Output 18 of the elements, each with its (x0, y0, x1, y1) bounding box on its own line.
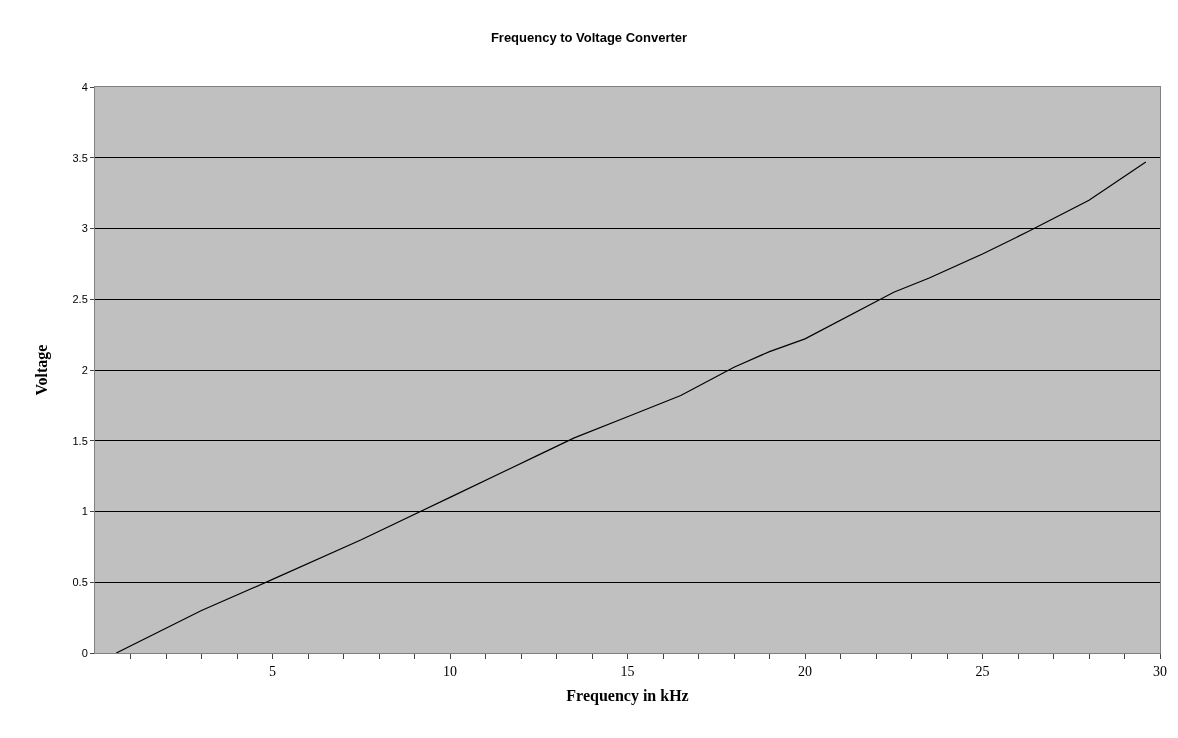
y-tick-label: 2 (81, 363, 88, 376)
x-tick-label: 30 (1153, 663, 1167, 679)
y-tick-label: 2.5 (72, 293, 88, 306)
x-axis-title: Frequency in kHz (566, 687, 689, 706)
y-tick-label: 3 (81, 222, 88, 235)
y-tick-label: 4 (81, 80, 88, 93)
y-tick-label: 3.5 (72, 151, 88, 164)
y-tick-label: 1.5 (72, 434, 88, 447)
x-tick-label: 5 (269, 663, 276, 679)
y-tick-label: 0.5 (72, 576, 88, 589)
y-tick-label: 0 (81, 646, 88, 659)
x-tick-label: 15 (620, 663, 635, 679)
x-tick-label: 10 (443, 663, 457, 679)
x-tick-label: 20 (798, 663, 812, 679)
chart-title: Frequency to Voltage Converter (490, 30, 688, 46)
y-tick-label: 1 (81, 505, 88, 518)
x-tick-label: 25 (975, 663, 990, 679)
y-axis-title: Voltage (33, 344, 52, 396)
